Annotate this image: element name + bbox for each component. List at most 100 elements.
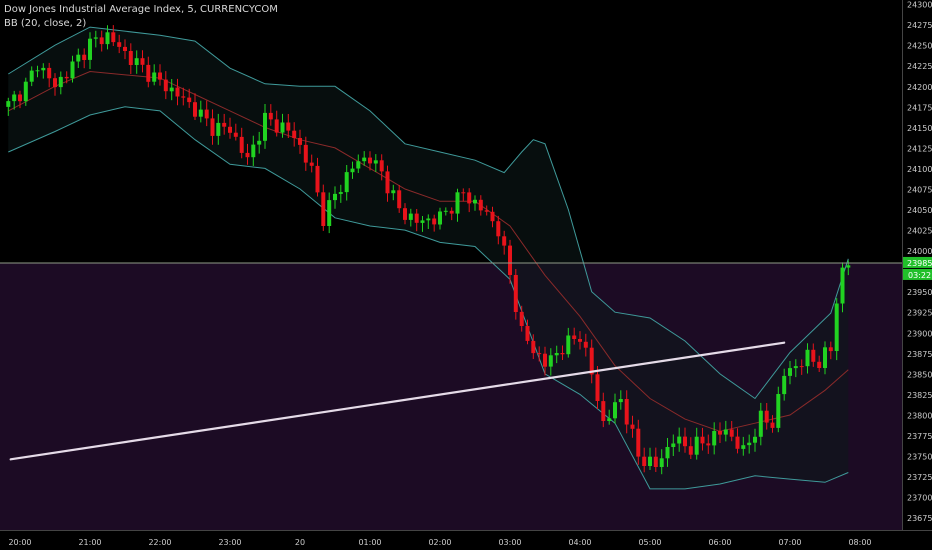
candle-body: [280, 122, 285, 133]
x-tick-label: 02:00: [428, 538, 451, 547]
y-tick-label: 24025: [907, 227, 932, 236]
countdown-tag: 03:22: [908, 271, 931, 280]
candle-body: [788, 368, 792, 376]
indicator-label[interactable]: BB (20, close, 2): [4, 18, 87, 29]
candle-body: [508, 245, 512, 275]
candle-body: [327, 200, 332, 226]
candle-body: [782, 375, 787, 395]
candle-body: [117, 42, 122, 47]
candle-body: [333, 193, 337, 201]
candle-body: [648, 456, 652, 466]
candle-body: [23, 81, 28, 102]
candle-body: [99, 37, 104, 45]
candle-body: [105, 32, 110, 45]
y-tick-label: 23750: [907, 453, 932, 462]
candle-body: [432, 218, 437, 225]
candle-body: [414, 213, 419, 223]
y-tick-label: 24100: [907, 165, 932, 174]
y-tick-label: 24150: [907, 124, 932, 133]
candle-body: [723, 429, 728, 435]
candle-body: [123, 46, 127, 51]
candle-body: [309, 162, 314, 166]
candle-body: [554, 353, 559, 356]
candle-body: [607, 418, 612, 421]
candle-body: [292, 130, 297, 138]
candle-body: [286, 122, 291, 131]
candle-body: [467, 192, 472, 204]
y-tick-label: 24050: [907, 206, 932, 215]
candle-body: [688, 446, 693, 455]
candle-body: [811, 349, 816, 362]
candle-body: [694, 436, 699, 455]
candle-body: [373, 160, 378, 164]
y-tick-label: 23850: [907, 370, 932, 379]
candle-body: [700, 436, 705, 444]
countdown-tag-bg: [903, 268, 932, 280]
y-tick-label: 24000: [907, 247, 932, 256]
candle-body: [321, 192, 326, 226]
x-tick-label: 04:00: [568, 538, 591, 547]
candle-body: [204, 109, 209, 119]
candle-body: [403, 208, 407, 220]
x-tick-label: 20:00: [8, 538, 31, 547]
candle-body: [315, 165, 320, 193]
candle-body: [193, 102, 197, 117]
candle-body: [350, 168, 355, 173]
candle-body: [385, 171, 390, 194]
candle-body: [490, 211, 495, 222]
candle-body: [210, 118, 215, 136]
candle-body: [753, 436, 757, 443]
candle-body: [496, 221, 501, 237]
candle-body: [344, 172, 349, 193]
y-tick-label: 24075: [907, 186, 932, 195]
x-tick-label: 20: [295, 538, 305, 547]
y-tick-label: 23775: [907, 432, 932, 441]
candle-body: [735, 436, 740, 449]
x-tick-label: 21:00: [78, 538, 101, 547]
candle-body: [298, 138, 302, 145]
candle-body: [484, 210, 489, 212]
candle-body: [268, 112, 273, 120]
y-tick-label: 24125: [907, 144, 932, 153]
candle-body: [391, 190, 396, 194]
candle-body: [519, 311, 524, 326]
candle-body: [613, 402, 617, 419]
chart-title: Dow Jones Industrial Average Index, 5, C…: [4, 4, 278, 15]
candle-body: [29, 70, 34, 82]
candle-body: [502, 236, 507, 246]
candle-body: [198, 109, 203, 117]
candle-body: [583, 341, 588, 348]
candle-body: [76, 54, 81, 62]
y-tick-label: 23825: [907, 391, 932, 400]
candle-body: [169, 87, 174, 92]
y-tick-label: 24225: [907, 62, 932, 71]
candle-body: [303, 144, 308, 163]
candle-body: [356, 161, 361, 169]
candle-body: [187, 97, 192, 103]
candle-body: [624, 399, 629, 425]
candle-body: [665, 447, 670, 459]
candle-body: [548, 355, 553, 367]
candle-body: [6, 101, 11, 107]
bollinger-upper-line: [8, 26, 849, 400]
candle-body: [239, 136, 244, 153]
candle-body: [618, 399, 623, 403]
x-tick-label: 06:00: [708, 538, 731, 547]
last-price-tag: 23985: [907, 259, 932, 268]
candle-body: [245, 152, 250, 158]
candle-body: [397, 190, 402, 209]
candle-body: [706, 443, 711, 446]
candle-body: [379, 160, 384, 172]
candle-body: [251, 144, 256, 158]
candle-body: [438, 211, 442, 225]
candle-body: [630, 424, 635, 429]
candle-body: [525, 326, 530, 341]
candle-body: [449, 210, 454, 214]
candle-body: [228, 126, 232, 133]
candle-body: [653, 456, 658, 467]
x-tick-label: 03:00: [498, 538, 521, 547]
candle-body: [712, 431, 717, 446]
y-tick-label: 24175: [907, 103, 932, 112]
